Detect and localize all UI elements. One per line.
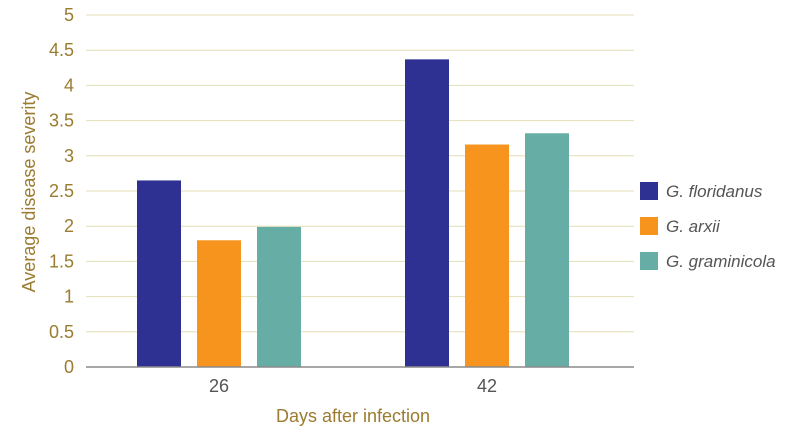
bar-g-floridanus-day-42 [405, 59, 449, 368]
y-tick-label: 0.5 [49, 322, 74, 342]
bar-g-graminicola-day-26 [257, 226, 301, 367]
y-tick-label: 2.5 [49, 181, 74, 201]
bar-g-graminicola-day-42 [525, 133, 569, 367]
y-tick-label: 3 [64, 146, 74, 166]
bar-g-floridanus-day-26 [137, 180, 181, 367]
legend-swatch [640, 252, 658, 270]
y-tick-labels: 0 0.5 1 1.5 2 2.5 3 3.5 4 4.5 5 [49, 5, 74, 377]
legend-swatch [640, 182, 658, 200]
legend-swatch [640, 217, 658, 235]
legend-label: G. graminicola [666, 252, 776, 271]
y-axis-title: Average disease severity [19, 92, 39, 293]
x-axis-title: Days after infection [276, 406, 430, 426]
bar-g-arxii-day-42 [465, 144, 509, 367]
y-tick-label: 1.5 [49, 251, 74, 271]
bars [137, 59, 569, 368]
y-tick-label: 4 [64, 75, 74, 95]
legend-label: G. arxii [666, 217, 721, 236]
y-tick-label: 5 [64, 5, 74, 25]
y-tick-label: 3.5 [49, 111, 74, 131]
legend: G. floridanus G. arxii G. graminicola [640, 182, 776, 271]
y-tick-label: 4.5 [49, 40, 74, 60]
y-tick-label: 0 [64, 357, 74, 377]
bar-g-arxii-day-26 [197, 240, 241, 367]
legend-label: G. floridanus [666, 182, 763, 201]
x-tick-label-42: 42 [477, 376, 497, 396]
y-tick-label: 2 [64, 216, 74, 236]
y-tick-label: 1 [64, 287, 74, 307]
x-tick-labels: 26 42 [209, 376, 497, 396]
x-tick-label-26: 26 [209, 376, 229, 396]
